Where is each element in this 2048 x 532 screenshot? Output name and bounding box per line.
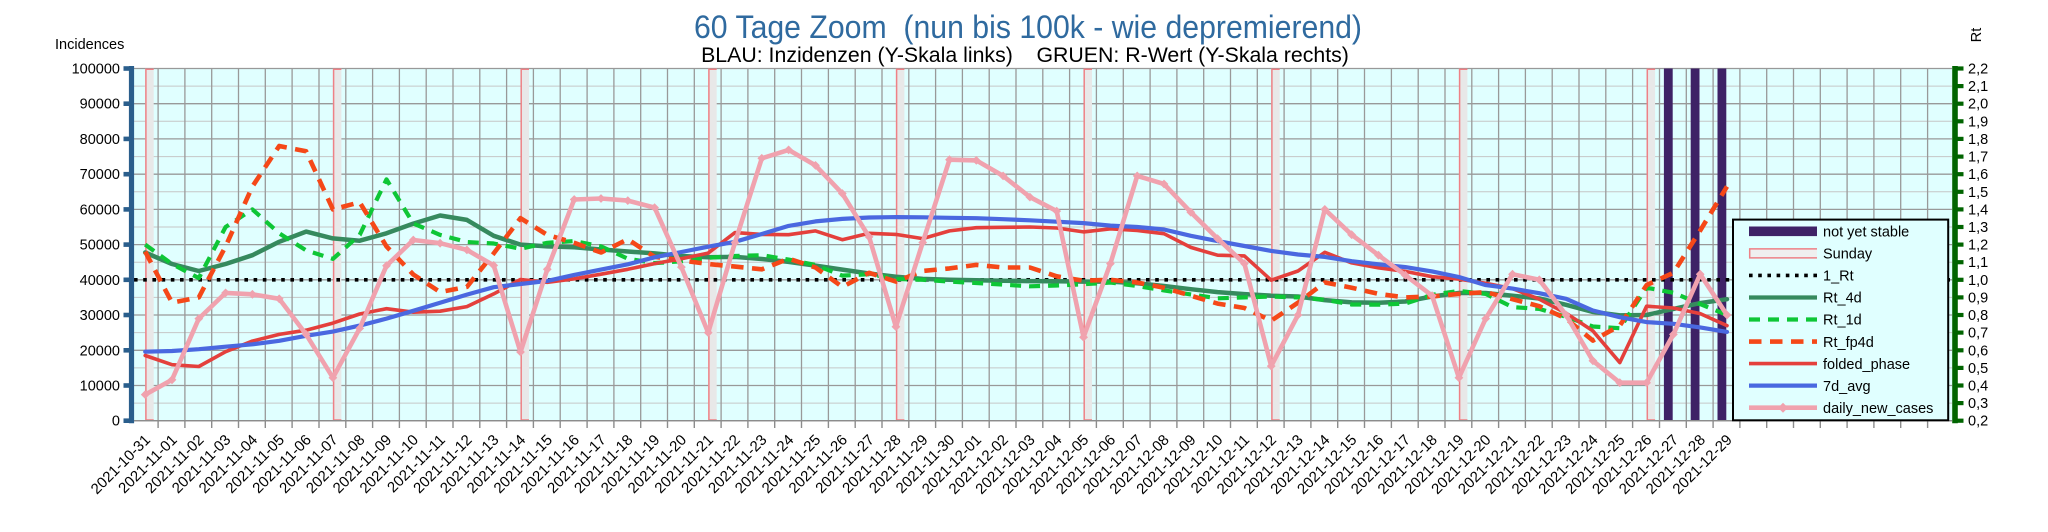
svg-text:60000: 60000 [80,202,120,218]
svg-text:1,2: 1,2 [1968,238,1988,254]
svg-text:Sunday: Sunday [1823,247,1873,263]
svg-text:Incidences: Incidences [55,37,124,53]
svg-text:1,8: 1,8 [1968,132,1988,148]
svg-text:not yet stable: not yet stable [1823,225,1909,241]
svg-text:7d_avg: 7d_avg [1823,379,1871,395]
svg-text:0,7: 0,7 [1968,326,1988,342]
svg-text:90000: 90000 [80,97,120,113]
svg-text:0,5: 0,5 [1968,361,1988,377]
svg-text:0,2: 0,2 [1968,414,1988,430]
svg-text:1,0: 1,0 [1968,273,1988,289]
svg-text:0,6: 0,6 [1968,343,1988,359]
svg-text:Rt_fp4d: Rt_fp4d [1823,335,1874,351]
svg-text:1,6: 1,6 [1968,167,1988,183]
svg-text:1,4: 1,4 [1968,202,1988,218]
svg-text:Rt_1d: Rt_1d [1823,313,1862,329]
svg-text:70000: 70000 [80,167,120,183]
svg-text:1,7: 1,7 [1968,150,1988,166]
svg-text:80000: 80000 [80,132,120,148]
svg-text:0,4: 0,4 [1968,379,1988,395]
svg-text:BLAU: Inzidenzen (Y-Skala link: BLAU: Inzidenzen (Y-Skala links) GRUEN: … [701,43,1349,67]
svg-text:daily_new_cases: daily_new_cases [1823,401,1933,417]
svg-text:Rt_4d: Rt_4d [1823,291,1862,307]
svg-text:100000: 100000 [72,62,120,78]
svg-text:1,1: 1,1 [1968,255,1988,271]
svg-text:0,3: 0,3 [1968,396,1988,412]
svg-text:10000: 10000 [80,379,120,395]
svg-text:50000: 50000 [80,238,120,254]
svg-text:1,3: 1,3 [1968,220,1988,236]
svg-text:40000: 40000 [80,273,120,289]
svg-text:2,2: 2,2 [1968,62,1988,78]
svg-text:30000: 30000 [80,308,120,324]
svg-text:1_Rt: 1_Rt [1823,269,1854,285]
svg-text:2,0: 2,0 [1968,97,1988,113]
svg-text:1,5: 1,5 [1968,185,1988,201]
svg-text:0,9: 0,9 [1968,290,1988,306]
svg-text:0,8: 0,8 [1968,308,1988,324]
svg-text:20000: 20000 [80,343,120,359]
svg-text:2,1: 2,1 [1968,79,1988,95]
svg-text:Rt: Rt [1969,28,1985,43]
svg-text:folded_phase: folded_phase [1823,357,1910,373]
svg-text:1,9: 1,9 [1968,114,1988,130]
svg-text:60 Tage Zoom (nun bis 100k -: 60 Tage Zoom (nun bis 100k - wie depremi… [694,9,1362,45]
svg-text:0: 0 [112,414,120,430]
